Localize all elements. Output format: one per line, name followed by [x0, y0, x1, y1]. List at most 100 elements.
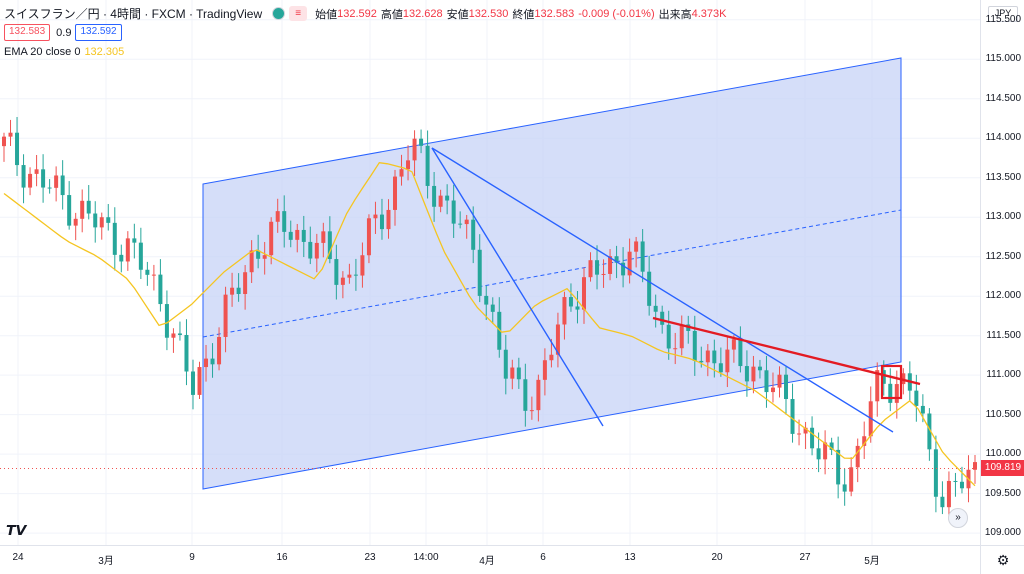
candle-body — [445, 195, 450, 201]
candle-body — [849, 467, 854, 492]
candle-body — [608, 256, 613, 274]
time-tick-label: 4月 — [479, 556, 495, 567]
time-tick-label: 20 — [711, 552, 723, 563]
candle-body — [28, 173, 33, 188]
candle-body — [399, 169, 404, 177]
candle-body — [581, 277, 586, 310]
currency-button[interactable]: JPY — [988, 6, 1018, 22]
candle-body — [158, 274, 163, 305]
candle-body — [718, 363, 723, 373]
indicator-row[interactable]: EMA 20 close 0 132.305 — [4, 42, 731, 61]
candle-body — [249, 250, 254, 273]
parallel-channel — [202, 57, 902, 490]
candle-body — [47, 187, 52, 189]
symbol-row: スイスフラン／円 · 4時間 · FXCM · TradingView ≡ 始値… — [4, 4, 731, 23]
price-tick-label: 112.500 — [985, 250, 1021, 262]
candle-body — [327, 231, 332, 260]
settings-gear-icon[interactable]: ⚙ — [980, 545, 1024, 574]
time-axis[interactable]: 24 3月 9 16 23 14:00 4月 6 13 20 27 5月 — [0, 545, 980, 574]
scroll-to-realtime-icon[interactable]: » — [948, 508, 968, 528]
market-status-icon[interactable] — [272, 7, 286, 20]
candle-body — [679, 324, 684, 349]
candle-body — [288, 231, 293, 240]
change-value: -0.009 (-0.01%) — [578, 7, 655, 20]
candle-body — [321, 231, 326, 243]
candle-body — [464, 219, 469, 225]
candle-body — [705, 350, 710, 363]
low-value: 132.530 — [468, 7, 509, 20]
spread-value: 0.9 — [56, 26, 72, 39]
candle-body — [210, 358, 215, 365]
price-axis[interactable]: JPY 115.500 115.000 114.500 114.000 113.500 1… — [980, 0, 1024, 545]
candle-body — [953, 480, 958, 482]
sell-button[interactable]: 132.583 — [4, 24, 51, 41]
candle-body — [614, 256, 619, 263]
candle-body — [353, 274, 358, 276]
candle-body — [497, 311, 502, 350]
candle-body — [99, 217, 104, 228]
candle-body — [790, 399, 795, 434]
ema-value: 132.305 — [84, 45, 125, 58]
price-tick-label: 113.000 — [985, 211, 1021, 223]
candle-body — [875, 370, 880, 402]
trade-row: 132.583 0.9 132.592 — [4, 23, 731, 42]
trendline-steep — [431, 147, 604, 427]
time-tick-label: 5月 — [864, 556, 880, 567]
candle-body — [888, 383, 893, 403]
candle-body — [542, 360, 547, 380]
high-label: 高値 — [380, 8, 403, 21]
candle-body — [666, 324, 671, 349]
ema-label[interactable]: EMA 20 close 0 — [4, 45, 81, 58]
candle-body — [15, 132, 20, 166]
candle-body — [471, 219, 476, 250]
price-tick-label: 110.500 — [985, 408, 1021, 420]
last-price-tag: 109.819 — [981, 460, 1024, 477]
candle-body — [425, 145, 430, 186]
volume-value: 4.373K — [691, 7, 727, 20]
candle-body — [80, 200, 85, 219]
buy-button[interactable]: 132.592 — [75, 24, 122, 41]
price-tick-label: 110.000 — [985, 448, 1021, 460]
candle-body — [484, 295, 489, 305]
candle-body — [933, 449, 938, 497]
candle-body — [595, 260, 600, 275]
plot-area[interactable]: スイスフラン／円 · 4時間 · FXCM · TradingView ≡ 始値… — [0, 0, 980, 545]
candle-body — [106, 217, 111, 223]
candle-body — [125, 238, 130, 262]
candle-body — [177, 333, 182, 335]
candle-body — [340, 277, 345, 285]
candle-body — [744, 366, 749, 382]
candle-body — [301, 229, 306, 242]
candle-body — [262, 255, 267, 259]
candle-body — [132, 238, 137, 243]
candle-body — [699, 360, 704, 363]
time-tick-label: 14:00 — [413, 552, 439, 563]
candle-body — [510, 367, 515, 379]
candle-body — [568, 297, 573, 307]
candle-body — [184, 334, 189, 372]
candle-body — [432, 185, 437, 207]
candle-body — [458, 223, 463, 225]
mode-toggle-button[interactable]: ≡ — [289, 6, 308, 21]
candle-body — [145, 269, 150, 275]
candle-body — [503, 349, 508, 379]
candle-body — [731, 339, 736, 350]
candle-body — [197, 367, 202, 395]
candle-body — [386, 209, 391, 230]
legend: スイスフラン／円 · 4時間 · FXCM · TradingView ≡ 始値… — [4, 4, 731, 61]
candle-body — [223, 294, 228, 337]
price-tick-label: 111.500 — [986, 329, 1021, 341]
price-chart[interactable] — [0, 0, 980, 545]
candle-body — [308, 241, 313, 259]
time-tick-label: 24 — [12, 552, 24, 563]
candle-body — [419, 138, 424, 146]
candle-body — [360, 255, 365, 276]
candle-body — [647, 271, 652, 306]
candle-body — [379, 214, 384, 230]
candle-body — [692, 330, 697, 361]
candle-body — [914, 390, 919, 406]
tradingview-logo-icon[interactable]: 𝙏𝙑 — [6, 522, 27, 538]
candle-body — [269, 221, 274, 256]
candle-body — [842, 484, 847, 492]
symbol-title[interactable]: スイスフラン／円 · 4時間 · FXCM · TradingView — [4, 7, 263, 21]
